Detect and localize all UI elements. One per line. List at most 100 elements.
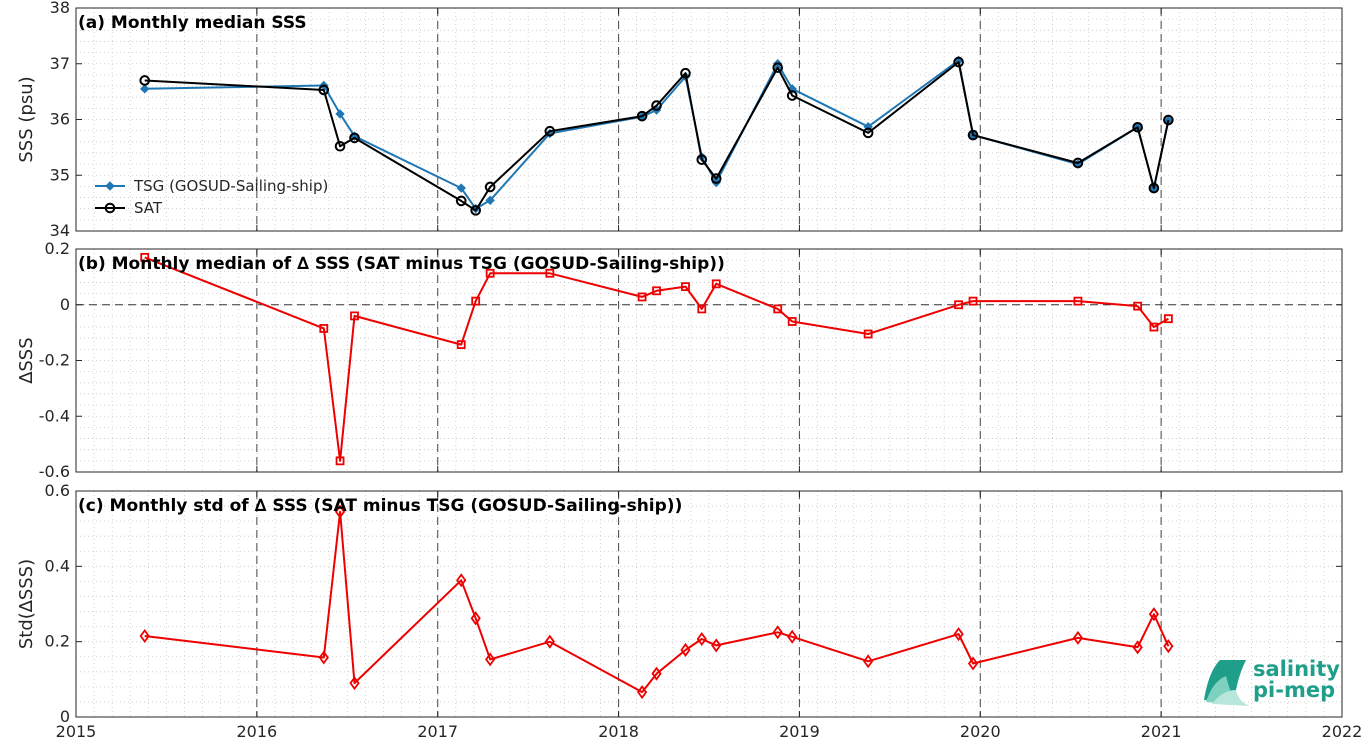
data-point — [786, 90, 798, 101]
data-point — [456, 573, 467, 588]
data-point — [696, 631, 707, 647]
data-point — [334, 504, 346, 519]
y-tick-label: 36 — [50, 110, 70, 129]
data-point — [680, 642, 691, 657]
legend: TSG (GOSUD-Sailing-ship) SAT — [95, 177, 328, 217]
data-point — [1072, 630, 1084, 645]
data-point — [862, 127, 874, 139]
legend-entry: TSG (GOSUD-Sailing-ship) — [133, 177, 328, 195]
data-point — [485, 268, 495, 278]
y-tick-label: 0.2 — [45, 632, 70, 651]
data-point — [349, 132, 360, 144]
logo-line-1: salinity — [1253, 657, 1340, 681]
data-point — [1148, 607, 1160, 622]
data-point — [711, 638, 722, 653]
data-point — [953, 56, 964, 68]
data-point — [319, 324, 329, 333]
data-point — [349, 676, 360, 691]
series-0 — [140, 252, 1173, 466]
series-1 — [139, 56, 1174, 216]
data-point — [968, 296, 978, 306]
data-point — [456, 340, 466, 350]
x-tick-label: 2018 — [598, 722, 639, 741]
data-point — [967, 129, 979, 141]
data-point — [967, 656, 979, 671]
data-point — [1133, 301, 1143, 311]
salinity-pi-mep-logo: salinity pi-mep — [1204, 657, 1340, 706]
data-point — [140, 84, 150, 94]
y-tick-label: 0.2 — [45, 239, 70, 258]
data-point — [637, 292, 647, 302]
data-point — [651, 666, 662, 681]
data-point — [711, 279, 721, 289]
data-point — [1132, 122, 1143, 133]
panel-title: (b) Monthly median of ∆ SSS (SAT minus T… — [78, 254, 725, 274]
data-point — [544, 634, 555, 649]
data-point — [697, 304, 707, 314]
data-point — [318, 650, 329, 665]
y-axis-label: ∆SSS — [16, 337, 37, 384]
data-point — [863, 329, 873, 339]
legend-marker — [105, 181, 115, 191]
data-point — [1149, 322, 1159, 332]
data-point — [772, 62, 784, 73]
x-tick-label: 2021 — [1141, 722, 1182, 741]
legend-marker — [104, 202, 116, 214]
data-point — [636, 685, 648, 700]
data-point — [1132, 640, 1143, 655]
data-point — [1073, 296, 1083, 306]
wave-logo-icon — [1204, 660, 1250, 706]
data-point — [318, 84, 330, 96]
y-tick-label: -0.2 — [39, 351, 70, 370]
series-line — [144, 61, 1170, 212]
y-tick-label: -0.6 — [39, 462, 70, 481]
data-point — [772, 625, 783, 640]
data-point — [335, 109, 345, 119]
y-tick-label: 38 — [50, 0, 70, 17]
x-tick-label: 2020 — [960, 722, 1001, 741]
y-axis-label: Std(∆SSS) — [16, 559, 37, 649]
data-point — [470, 611, 481, 626]
panel-title: (a) Monthly median SSS — [78, 13, 307, 33]
axes-box — [75, 490, 1343, 718]
data-point — [140, 252, 150, 262]
panel-b-median-delta-sss: -0.6 -0.4 -0.2 0 0.2 ∆SSS (b) Monthly median o… — [16, 239, 1343, 481]
data-point — [953, 627, 964, 642]
data-point — [545, 268, 555, 278]
data-point — [696, 154, 708, 165]
data-point — [350, 311, 359, 321]
data-point — [681, 282, 690, 292]
data-point — [1163, 114, 1174, 126]
data-point — [139, 628, 150, 644]
data-point — [710, 173, 722, 184]
data-point — [455, 195, 467, 207]
y-tick-label: 35 — [50, 165, 70, 184]
data-point — [544, 125, 556, 137]
y-axis-label: SSS (psu) — [16, 76, 37, 162]
x-tick-label: 2015 — [56, 722, 97, 741]
series-line — [144, 510, 1170, 694]
y-tick-label: 37 — [50, 54, 70, 73]
data-point — [335, 456, 345, 466]
logo-line-2: pi-mep — [1253, 678, 1335, 702]
x-tick-label: 2016 — [236, 722, 277, 741]
y-tick-label: 0.4 — [45, 556, 70, 575]
data-point — [1072, 157, 1084, 169]
y-tick-label: 0.6 — [45, 481, 70, 500]
data-point — [1163, 639, 1174, 654]
data-point — [636, 110, 648, 122]
panel-c-std-delta-sss: 0 0.2 0.4 0.6 2015 2016 2017 2018 2019 2020 2021 20… — [16, 481, 1362, 741]
y-tick-label: -0.4 — [39, 406, 70, 425]
data-point — [139, 75, 151, 86]
data-point — [1163, 314, 1173, 324]
data-point — [485, 652, 496, 667]
legend-entry: SAT — [134, 199, 163, 217]
data-point — [651, 100, 662, 111]
panel-title: (c) Monthly std of ∆ SSS (SAT minus TSG … — [78, 496, 682, 516]
data-point — [680, 67, 691, 79]
data-point — [334, 140, 346, 152]
y-tick-label: 0 — [60, 295, 70, 314]
y-tick-label: 34 — [50, 221, 70, 240]
data-point — [954, 300, 963, 310]
